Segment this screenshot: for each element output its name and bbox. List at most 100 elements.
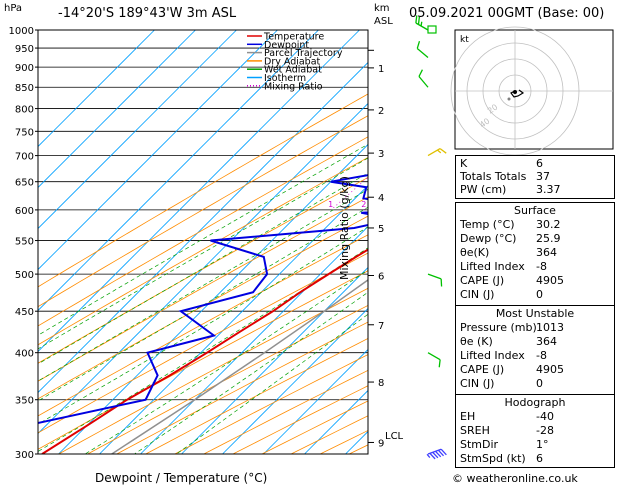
copyright: © weatheronline.co.uk [452,472,578,485]
mixing-ratio-label: 2 [361,200,366,209]
barb-staff [418,76,429,88]
surface-wind-marker [427,25,437,34]
isotherm-line [222,307,368,454]
km-label: km [374,3,390,14]
index-row: PW (cm) 3.37 [460,183,561,196]
dewpoint-line [38,174,368,425]
wet-adiabat-line [38,157,368,350]
km-tick-label: 1 [378,64,384,75]
indices-panel-hodograph: Hodograph EH -40 SREH -28 StmDir 1° StmSpd … [455,394,615,468]
km-tick-label: 2 [378,106,384,117]
index-row: CIN (J) 0 [460,377,543,390]
temperature-line [41,248,368,454]
pressure-tick-label: 800 [15,105,34,116]
dry-adiabat-line [38,252,368,434]
pressure-tick-label: 1000 [9,26,34,37]
pressure-tick-label: 400 [15,349,34,360]
barb-flag [437,449,445,457]
barb-staff [427,148,441,157]
parcel-trajectory-line [111,279,368,454]
km-tick-label: 5 [378,224,384,235]
isotherm-line [38,30,155,148]
index-row: StmDir 1° [460,438,549,451]
wind-barb [427,148,447,157]
km-tick-label: 4 [378,193,384,204]
barb-staff [416,47,429,58]
index-row: SREH -28 [460,424,554,437]
index-row: CIN (J) 0 [460,288,543,301]
barb-flag [440,448,447,456]
dry-adiabat-line [58,287,368,454]
wind-barb [427,352,441,368]
hpa-label: hPa [4,3,23,14]
isotherm-line [38,61,368,394]
hodograph-heading: Hodograph [504,396,566,409]
wind-barbs [415,15,447,460]
dry-adiabat-line [38,270,368,450]
isotherm-line [38,30,237,230]
wind-barb [426,448,447,460]
wet-adiabat-line [38,172,368,365]
surface-heading: Surface [514,204,556,217]
isotherm-line [38,30,319,312]
x-axis-label: Dewpoint / Temperature (°C) [95,471,268,485]
isotherm-line [263,348,368,454]
wind-barb [415,15,429,31]
dry-adiabat-line [116,321,368,454]
wet-adiabat-line [38,206,368,402]
pressure-tick-label: 750 [15,127,34,138]
index-row: Lifted Index -8 [460,349,547,362]
index-row: Lifted Index -8 [460,260,547,273]
isotherm-line [140,225,368,454]
index-row: Dewp (°C) 25.9 [460,232,561,245]
hodograph-unit: kt [460,35,469,45]
mixing-ratio-label: 1 [328,200,333,209]
barb-flag [432,451,439,459]
km-tick-label: 9 [378,438,384,449]
barb-flag [438,359,441,368]
barb-flag [417,16,421,25]
barb-flag [418,69,424,77]
barb-staff [427,273,442,280]
barb-staff [427,352,441,361]
legend-entry: Wet Adiabat [264,65,322,76]
barb-flag [440,278,443,287]
index-row: CAPE (J) 4905 [460,363,564,376]
mixing-ratio-label: 4 [397,200,402,209]
isotherm-line [38,102,368,435]
index-row: CAPE (J) 4905 [460,274,564,287]
asl-label: ASL [374,16,393,27]
km-tick-label: 8 [378,378,384,389]
mixing-ratio-label: 8 [435,200,440,209]
y-axis-label-right: Mixing Ratio (g/kg) [338,176,351,280]
wind-barb [427,273,443,287]
km-tick-label: 3 [378,149,384,160]
pressure-tick-label: 650 [15,178,34,189]
isotherm-line [58,143,368,454]
indices-panel-unstable: Most Unstable Pressure (mb) 1013 θe (K) 36… [455,305,615,395]
barb-flag [415,15,418,24]
km-tick-label: 7 [378,321,384,332]
dry-adiabat-line [38,215,368,400]
isotherm-line [38,30,278,271]
wind-barb [418,69,429,88]
legend-entry: Dewpoint [264,40,309,51]
barb-half [420,21,423,27]
index-row: θe (K) 364 [460,335,557,348]
grid-layer: 12345810152025 [38,30,440,454]
location-title: -14°20'S 189°43'W 3m ASL [58,6,237,21]
wet-adiabat-line [134,291,368,454]
pressure-tick-label: 900 [15,63,34,74]
storm-motion-marker [513,90,517,94]
index-row: EH -40 [460,410,554,423]
hodograph-trace [510,89,525,98]
index-row: Temp (°C) 30.2 [460,218,561,231]
legend-entry: Temperature [263,32,324,43]
hodograph-frame [454,29,614,150]
dry-adiabat-line [38,93,368,288]
dry-adiabat-line [38,115,368,308]
km-tick-label: 6 [378,272,384,283]
